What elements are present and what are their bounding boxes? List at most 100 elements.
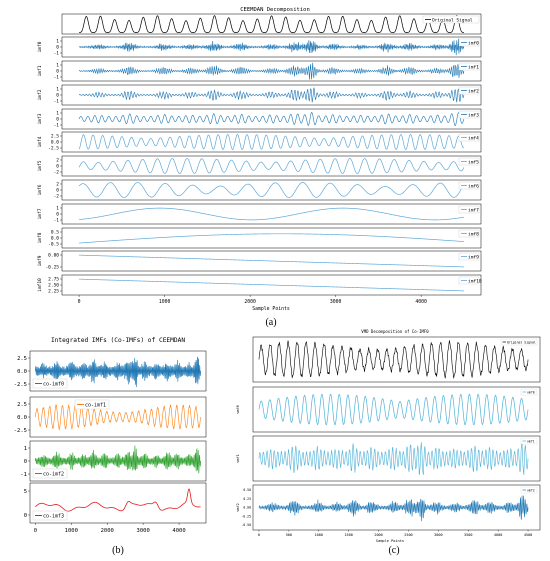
legend-imf7: imf7 [458,205,480,213]
y-axis-label: imf2 [37,89,43,100]
y-tick-label: 2 [56,158,59,164]
axes-frame [252,386,541,433]
legend-label: imf3 [468,112,479,118]
legend-imf6: imf6 [458,181,480,190]
axes-frame [252,336,541,383]
legend-label: imf0 [468,40,479,46]
subplot-imf8: imf8 imf8 0.50.0-0.5 [37,227,482,249]
axes-frame [252,435,541,482]
chart-vmd-decomposition: VMD Decomposition of Co-IMF0 Original Sig… [236,329,541,543]
y-tick-label: 0 [24,459,27,465]
subplot-imf7: imf7 imf7 10-1 [37,203,482,225]
x-tick-label: 4000 [415,299,427,305]
series-line-imf10 [79,278,464,292]
chart-ceemdan-decomposition: CEEMDAN Decomposition Original Signal imf0… [37,7,482,312]
x-tick-label: 3000 [434,533,442,537]
legend-label: imf2 [468,88,479,94]
subplot-co-imf3: co-imf3 5 0 [24,482,207,524]
series-line-imf3 [78,111,465,127]
y-tick-label: -2 [54,194,60,200]
subplot-co-imf2: co-imf2 1 0 -1 [20,440,207,482]
axes-frame [29,482,207,524]
legend-vmf2: vmf2 [520,486,538,494]
legend-label: co-imf0 [43,382,64,388]
legend-label: co-imf2 [43,472,64,478]
series-line-original-signal [258,340,529,379]
y-tick-label: -0.25 [45,265,59,271]
legend-box [32,468,68,479]
y-tick-label: 0 [56,188,59,194]
y-tick-label: 1 [56,111,59,117]
y-tick-label: 2 [56,182,59,188]
legend-box [520,388,538,396]
legend-vmf1: vmf1 [520,437,538,445]
y-tick-label: -0.5 [48,242,59,248]
y-tick-label: 1 [24,446,27,452]
y-tick-label: 1 [56,39,59,45]
y-tick-label: 2.5 [51,134,59,140]
x-tick-label: 1000 [159,299,171,305]
subplot-co-imf1: co-imf1 2.5 0.0 -2.5 [14,396,207,438]
legend-box [458,133,480,142]
y-axis-label: imf5 [37,160,43,171]
legend-box [458,181,480,190]
y-tick-label: 2.5 [17,402,27,408]
y-tick-label: 0 [56,212,59,218]
subplot-imf4: imf4 imf4 2.50.0-2.5 [37,131,482,153]
y-tick-label: 0 [56,93,59,99]
y-tick-label: 1 [56,87,59,93]
legend-box [500,338,538,346]
y-tick-label: 0.0 [17,415,27,421]
axes-frame [61,179,482,201]
y-tick-label: -2.5 [14,382,27,388]
legend-co-imf2: co-imf2 [32,468,68,479]
y-tick-label: 0.0 [17,369,27,375]
x-tick-label: 4000 [494,533,502,537]
x-tick-label: 1000 [315,533,323,537]
legend-label: imf5 [468,159,479,165]
x-tick-label: 2000 [374,533,382,537]
x-axis-label: Sample Points [376,539,404,543]
y-tick-label: 1 [56,63,59,69]
subplot-vmf1: vmf1 vmf1 [236,435,541,482]
legend-box [32,378,68,389]
panel-label-a: (a) [265,317,276,328]
y-axis-label: imf9 [37,255,43,266]
legend-label: vmf0 [527,390,535,394]
panel-label-c: (c) [388,545,399,556]
legend-label: vmf1 [527,439,535,443]
subplot-co-imf0: co-imf0 2.5 0.0 -2.5 [14,350,207,392]
chart-co-imfs: Integrated IMFs (Co-IMFs) of CEEMDAN co-i… [14,337,207,534]
legend-co-imf0: co-imf0 [32,378,68,389]
y-axis-label: imf1 [37,65,43,76]
y-tick-label: 0 [56,164,59,170]
x-tick-label: 4000 [172,528,185,534]
legend-label: imf1 [468,64,479,70]
y-tick-label: -2 [54,170,60,176]
y-tick-label: 0.00 [243,506,251,510]
y-tick-label: -1 [20,472,27,478]
legend-imf4: imf4 [458,133,480,142]
series-line-imf0 [78,38,465,56]
x-tick-label: 3000 [330,299,342,305]
y-tick-label: 0.0 [51,236,59,242]
axes-frame [61,250,482,272]
legend-box [520,486,538,494]
legend-label: imf4 [468,135,479,141]
legend-box [422,15,480,24]
y-axis-label: imf10 [37,278,43,292]
subplot-imf5: imf5 imf5 20-2 [37,155,482,177]
legend-box [520,437,538,445]
series-line-imf1 [78,62,465,80]
legend-co-imf1: co-imf1 [74,399,110,410]
subplot-vmf2: vmf2 vmf2 0.50 0.25 0.00 -0.25 -0.50 [236,484,541,531]
series-line-imf7 [79,207,464,221]
legend-label: imf6 [468,183,479,189]
legend-box [458,229,480,238]
y-tick-label: -1 [54,123,60,129]
axes-frame [61,227,482,249]
axes-frame [61,155,482,177]
y-tick-label: 0.0 [51,140,59,146]
axes-frame [252,484,541,531]
subplot-imf0: imf0 imf0 10-1 [37,36,482,58]
